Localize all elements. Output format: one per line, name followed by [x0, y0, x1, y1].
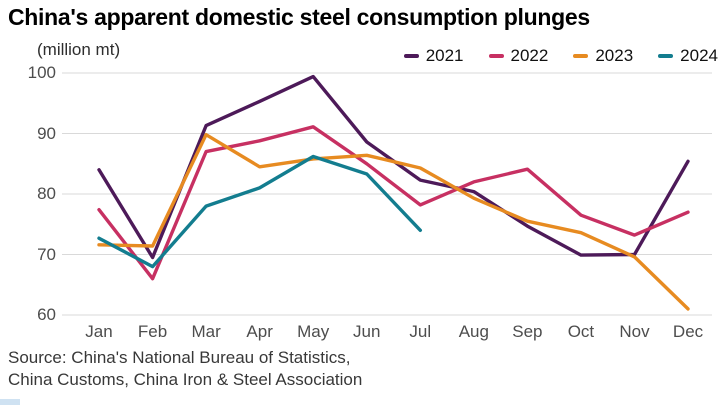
legend-swatch-2022 [488, 54, 504, 58]
legend-swatch-2024 [658, 54, 674, 58]
legend: 2021 2022 2023 2024 [403, 46, 718, 66]
x-tick-jun: Jun [353, 322, 381, 341]
chart-title: China's apparent domestic steel consumpt… [8, 4, 590, 30]
x-tick-may: May [297, 322, 330, 341]
series-line-2022 [97, 125, 690, 281]
x-tick-jan: Jan [85, 322, 113, 341]
x-tick-mar: Mar [191, 322, 221, 341]
legend-swatch-2021 [403, 54, 419, 58]
legend-label-2023: 2023 [595, 46, 634, 65]
legend-label-2024: 2024 [680, 46, 718, 65]
source-line-1: Source: China's National Bureau of Stati… [8, 348, 351, 367]
y-tick-100: 100 [27, 63, 56, 82]
y-tick-70: 70 [37, 244, 56, 264]
x-tick-oct: Oct [567, 322, 595, 341]
source-line-2: China Customs, China Iron & Steel Associ… [8, 369, 363, 389]
series-line-2021 [97, 74, 690, 260]
y-tick-60: 60 [37, 305, 56, 324]
unit-label: (million mt) [37, 40, 121, 59]
x-tick-aug: Aug [458, 322, 489, 341]
y-tick-90: 90 [37, 123, 56, 143]
series-line-2024 [97, 154, 422, 269]
legend-item-2023: 2023 [573, 46, 633, 66]
x-tick-jul: Jul [409, 322, 432, 341]
x-tick-apr: Apr [246, 322, 273, 341]
legend-item-2021: 2021 [403, 46, 464, 66]
series-line-2023 [97, 132, 690, 311]
bottom-left-accent-bar [0, 399, 20, 405]
legend-label-2022: 2022 [510, 46, 549, 65]
x-tick-sep: Sep [512, 322, 543, 341]
legend-label-2021: 2021 [425, 46, 464, 65]
x-tick-dec: Dec [672, 322, 704, 341]
legend-item-2022: 2022 [488, 46, 549, 66]
y-tick-80: 80 [37, 184, 56, 203]
legend-swatch-2023 [573, 54, 589, 58]
x-tick-feb: Feb [137, 322, 168, 341]
source-note: Source: China's National Bureau of Stati… [8, 347, 362, 391]
x-tick-nov: Nov [619, 322, 650, 341]
legend-item-2024: 2024 [658, 46, 718, 66]
